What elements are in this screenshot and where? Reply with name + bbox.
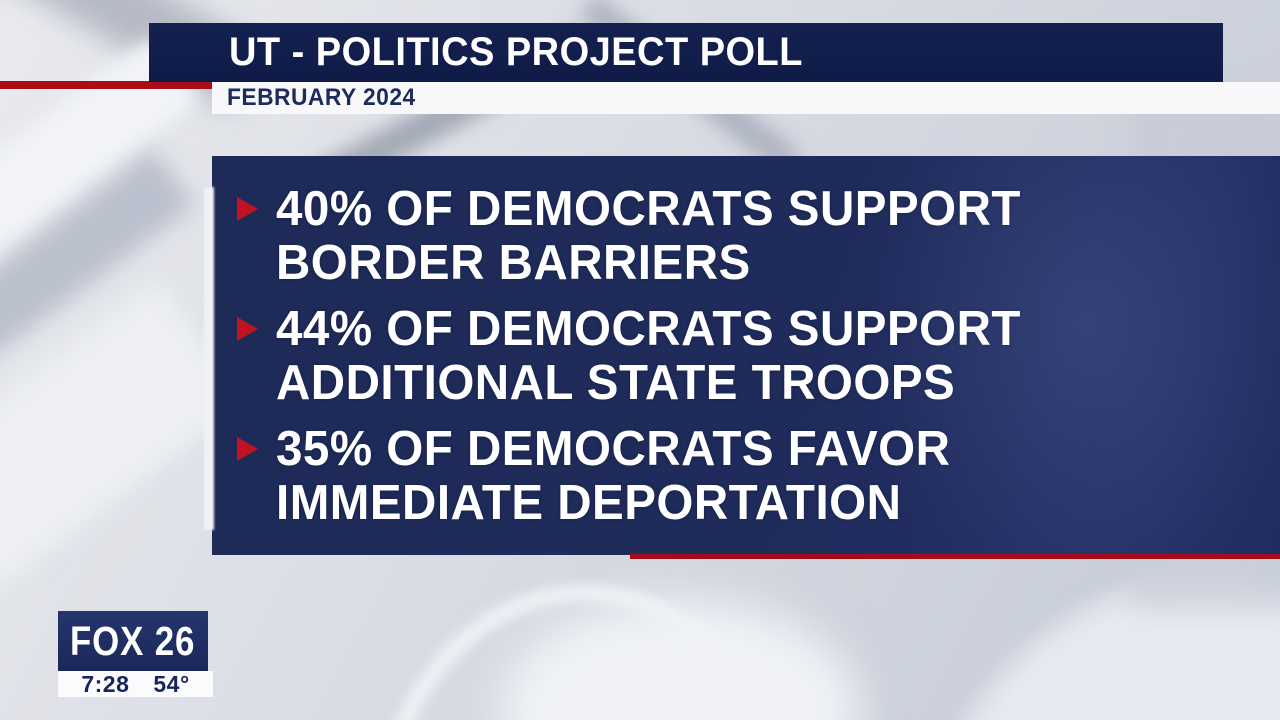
current-temperature: 54°	[153, 670, 190, 697]
poll-item: 44% OF DEMOCRATS SUPPORT ADDITIONAL STAT…	[212, 302, 1260, 410]
station-logo-text: FOX 26	[70, 617, 196, 664]
poll-results-panel: 40% OF DEMOCRATS SUPPORT BORDER BARRIERS…	[212, 156, 1280, 555]
red-accent-line-left	[0, 81, 212, 89]
white-accent-strip	[204, 187, 214, 530]
poll-item-line: 40% OF DEMOCRATS SUPPORT	[276, 182, 1021, 236]
red-accent-line-bottom	[630, 554, 1280, 559]
poll-item-line: BORDER BARRIERS	[276, 236, 751, 290]
bullet-triangle-icon	[237, 197, 258, 221]
poll-item-line: 35% OF DEMOCRATS FAVOR	[276, 422, 951, 476]
poll-item: 35% OF DEMOCRATS FAVOR IMMEDIATE DEPORTA…	[212, 422, 1260, 530]
headline-banner: UT - POLITICS PROJECT POLL	[149, 23, 1223, 82]
poll-item: 40% OF DEMOCRATS SUPPORT BORDER BARRIERS	[212, 182, 1260, 290]
bullet-triangle-icon	[237, 437, 258, 461]
poll-item-text: 40% OF DEMOCRATS SUPPORT BORDER BARRIERS	[276, 182, 1021, 290]
current-time: 7:28	[81, 670, 130, 697]
station-logo: FOX 26	[58, 611, 208, 671]
poll-item-text: 35% OF DEMOCRATS FAVOR IMMEDIATE DEPORTA…	[276, 422, 950, 530]
poll-item-text: 44% OF DEMOCRATS SUPPORT ADDITIONAL STAT…	[276, 302, 1021, 410]
date-banner: FEBRUARY 2024	[212, 82, 1280, 114]
poll-item-line: IMMEDIATE DEPORTATION	[276, 476, 902, 530]
poll-date: FEBRUARY 2024	[227, 84, 416, 111]
poll-item-line: 44% OF DEMOCRATS SUPPORT	[276, 302, 1021, 356]
time-temperature-strip: 7:28 54°	[58, 671, 213, 697]
poll-item-line: ADDITIONAL STATE TROOPS	[276, 356, 956, 410]
headline-title: UT - POLITICS PROJECT POLL	[229, 30, 803, 74]
bullet-triangle-icon	[237, 317, 258, 341]
